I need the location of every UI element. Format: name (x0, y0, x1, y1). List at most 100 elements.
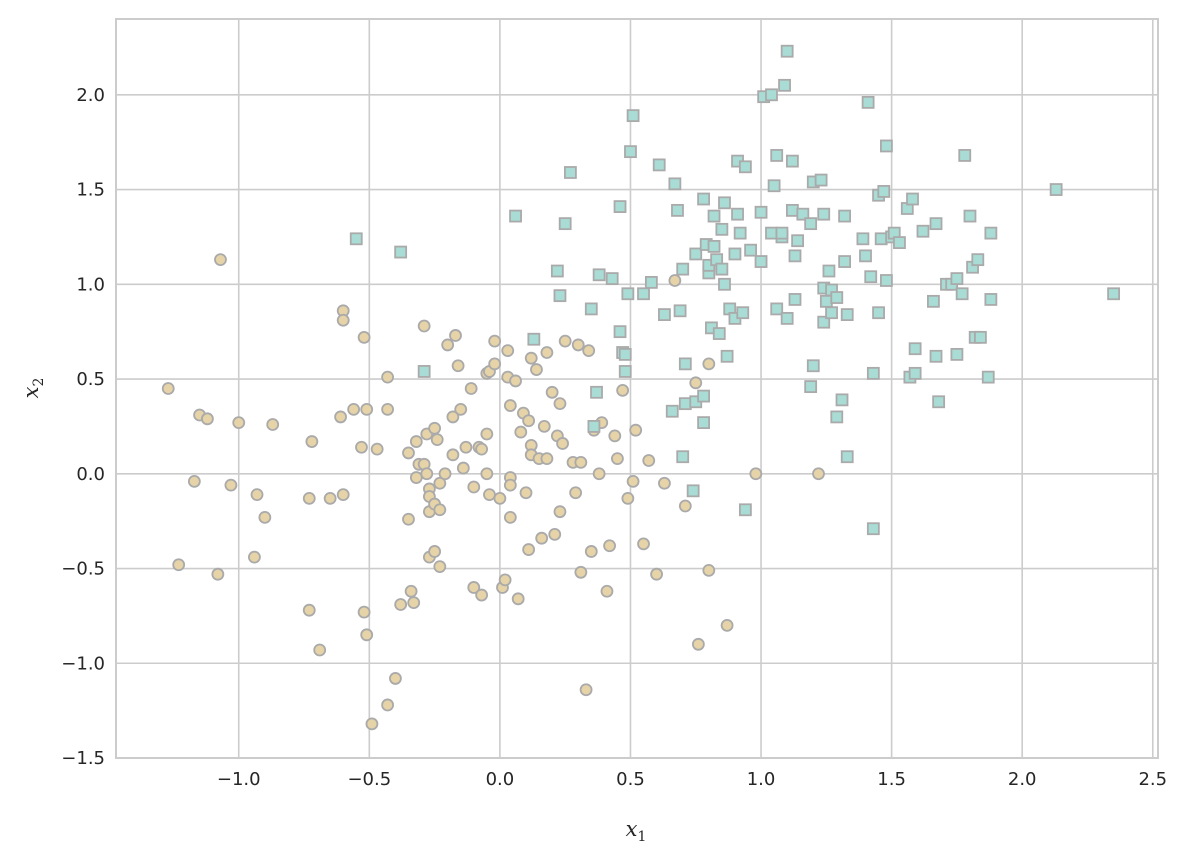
scatter-point-square (825, 306, 838, 320)
scatter-point-circle (417, 319, 431, 333)
scatter-point-square (778, 78, 791, 92)
scatter-point-square (866, 366, 880, 380)
scatter-point-square (775, 226, 789, 240)
scatter-point-square (770, 302, 784, 316)
scatter-point-circle (402, 512, 415, 526)
scatter-point-circle (488, 334, 502, 348)
scatter-point-circle (503, 510, 517, 524)
scatter-point-square (652, 158, 666, 172)
scatter-point-square (830, 410, 844, 424)
scatter-point-circle (509, 374, 522, 388)
y-tick-label: −0.5 (61, 559, 105, 580)
scatter-point-square (856, 232, 870, 246)
scatter-point-circle (812, 467, 825, 481)
scatter-point-square (916, 224, 930, 238)
scatter-point-circle (535, 531, 549, 545)
grid-lines (116, 19, 1158, 759)
scatter-point-circle (475, 588, 489, 602)
plot-frame (115, 18, 1159, 759)
scatter-point-circle (480, 427, 494, 441)
scatter-point-circle (407, 596, 421, 610)
scatter-point-square (697, 416, 710, 430)
scatter-point-square (788, 293, 802, 306)
scatter-point-circle (409, 435, 423, 448)
scatter-point-square (872, 306, 885, 320)
scatter-point-circle (347, 402, 361, 416)
scatter-point-square (754, 205, 768, 219)
scatter-point-circle (389, 672, 402, 685)
scatter-point-square (621, 287, 635, 301)
scatter-point-square (678, 397, 692, 411)
x-axis-label: x1 (626, 817, 647, 845)
scatter-point-circle (524, 351, 538, 365)
scatter-point-circle (433, 476, 447, 490)
scatter-point-circle (514, 425, 528, 439)
scatter-point-circle (501, 344, 515, 358)
scatter-point-square (984, 226, 998, 240)
y-axis-ticks: −1.5 −1.0 −0.5 0.0 0.5 1.0 1.5 2.0 (61, 85, 105, 769)
scatter-point-circle (629, 423, 643, 437)
scatter-point-circle (420, 467, 434, 481)
scatter-point-circle (381, 402, 394, 416)
scatter-point-square (686, 484, 700, 498)
scatter-point-square (893, 236, 906, 249)
scatter-point-square (866, 522, 880, 536)
scatter-point-circle (336, 313, 350, 327)
scatter-point-circle (409, 471, 423, 484)
scatter-point-square (728, 247, 742, 261)
scatter-point-circle (475, 442, 489, 456)
scatter-point-circle (571, 338, 585, 352)
scatter-point-circle (357, 605, 371, 619)
x-tick-label: 2.5 (1138, 769, 1167, 790)
scatter-point-square (817, 207, 831, 221)
scatter-point-square (394, 245, 408, 259)
scatter-point-square (830, 291, 844, 304)
y-tick-label: −1.0 (61, 653, 105, 674)
scatter-point-square (840, 308, 854, 322)
scatter-point-square (950, 272, 964, 285)
scatter-point-square (974, 330, 987, 344)
scatter-point-square (785, 203, 799, 217)
scatter-point-circle (334, 410, 347, 424)
scatter-point-circle (302, 492, 316, 505)
scatter-point-square (1107, 287, 1121, 301)
scatter-point-square (877, 185, 891, 198)
scatter-point-square (658, 308, 671, 322)
scatter-point-circle (749, 467, 763, 481)
scatter-point-square (767, 179, 781, 193)
scatter-point-circle (592, 467, 606, 481)
scatter-point-square (665, 404, 679, 418)
scatter-point-circle (360, 628, 374, 642)
scatter-point-circle (441, 338, 455, 352)
scatter-point-square (738, 160, 752, 174)
scatter-point-square (765, 226, 778, 240)
data-points (161, 44, 1121, 731)
scatter-point-square (814, 173, 828, 187)
scatter-point-circle (336, 488, 350, 502)
scatter-point-square (929, 217, 943, 231)
scatter-point-square (697, 389, 710, 403)
scatter-point-square (929, 349, 943, 363)
scatter-point-circle (642, 454, 656, 467)
scatter-point-circle (503, 478, 517, 492)
scatter-point-circle (540, 346, 554, 359)
scatter-point-square (668, 177, 682, 191)
scatter-point-square (731, 207, 744, 221)
scatter-point-square (838, 209, 852, 223)
scatter-point-square (707, 209, 721, 223)
y-axis-label: x2 (19, 378, 47, 399)
x-tick-label: −1.0 (217, 769, 261, 790)
scatter-point-circle (357, 330, 371, 344)
scatter-point-circle (616, 383, 630, 397)
scatter-point-circle (451, 359, 465, 373)
scatter-point-square (864, 270, 878, 284)
x-tick-label: 1.0 (747, 769, 776, 790)
x-tick-label: 2.0 (1008, 769, 1037, 790)
y-tick-label: 1.5 (76, 180, 105, 201)
scatter-point-circle (519, 486, 533, 500)
scatter-point-circle (626, 474, 640, 488)
scatter-point-square (718, 277, 731, 291)
scatter-point-square (950, 347, 964, 361)
scatter-point-square (712, 327, 726, 340)
